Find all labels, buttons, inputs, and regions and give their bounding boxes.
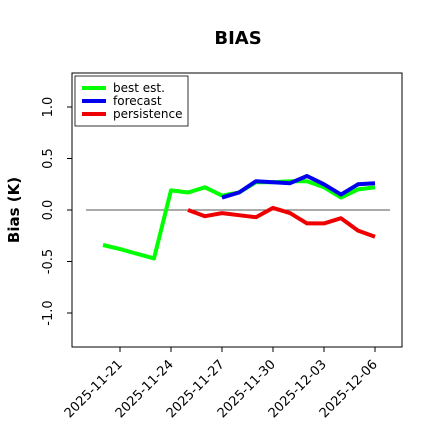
legend: best est. forecast persistence [74, 75, 189, 127]
legend-label-persistence: persistence [113, 107, 182, 121]
series-line-forecast [221, 174, 376, 200]
y-tick-label: -1.0 [41, 300, 56, 325]
y-tick-label: -0.5 [41, 249, 56, 274]
chart-title: BIAS [214, 28, 261, 49]
y-axis-label: Bias (K) [5, 177, 23, 243]
series-line-persistence [187, 205, 376, 239]
legend-label-best-est: best est. [113, 81, 165, 95]
y-tick-label: 0.5 [41, 148, 56, 169]
y-tick-label: 1.0 [41, 97, 56, 118]
legend-label-forecast: forecast [113, 94, 162, 108]
y-tick-label: 0.0 [41, 200, 56, 221]
